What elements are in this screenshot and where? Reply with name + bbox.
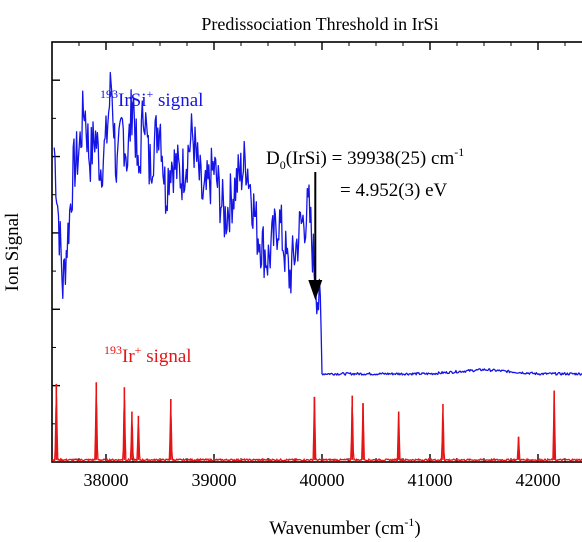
ir-signal-peaks xyxy=(51,382,582,463)
d0-annotation: D0(IrSi) = 39938(25) cm-1 xyxy=(266,145,464,172)
x-tick-label: 42000 xyxy=(516,470,561,490)
y-axis-ticks xyxy=(52,79,60,425)
ir-signal-label: 193Ir+ signal xyxy=(104,343,192,367)
x-tick-label: 39000 xyxy=(192,470,237,490)
irsi-signal-label: 193IrSi+ signal xyxy=(100,87,203,111)
threshold-arrow-head xyxy=(308,280,323,300)
x-tick-label: 40000 xyxy=(300,470,345,490)
irsi-signal-line xyxy=(53,71,582,376)
x-tick-label: 38000 xyxy=(84,470,129,490)
x-axis-ticks: 38000 39000 40000 41000 42000 xyxy=(51,42,566,490)
chart-title: Predissociation Threshold in IrSi xyxy=(201,14,438,34)
ir-signal-line xyxy=(51,390,582,463)
x-axis-label: Wavenumber (cm-1) xyxy=(269,515,420,539)
y-axis-label: Ion Signal xyxy=(2,213,23,292)
x-tick-label: 41000 xyxy=(408,470,453,490)
ev-annotation: = 4.952(3) eV xyxy=(340,180,448,201)
